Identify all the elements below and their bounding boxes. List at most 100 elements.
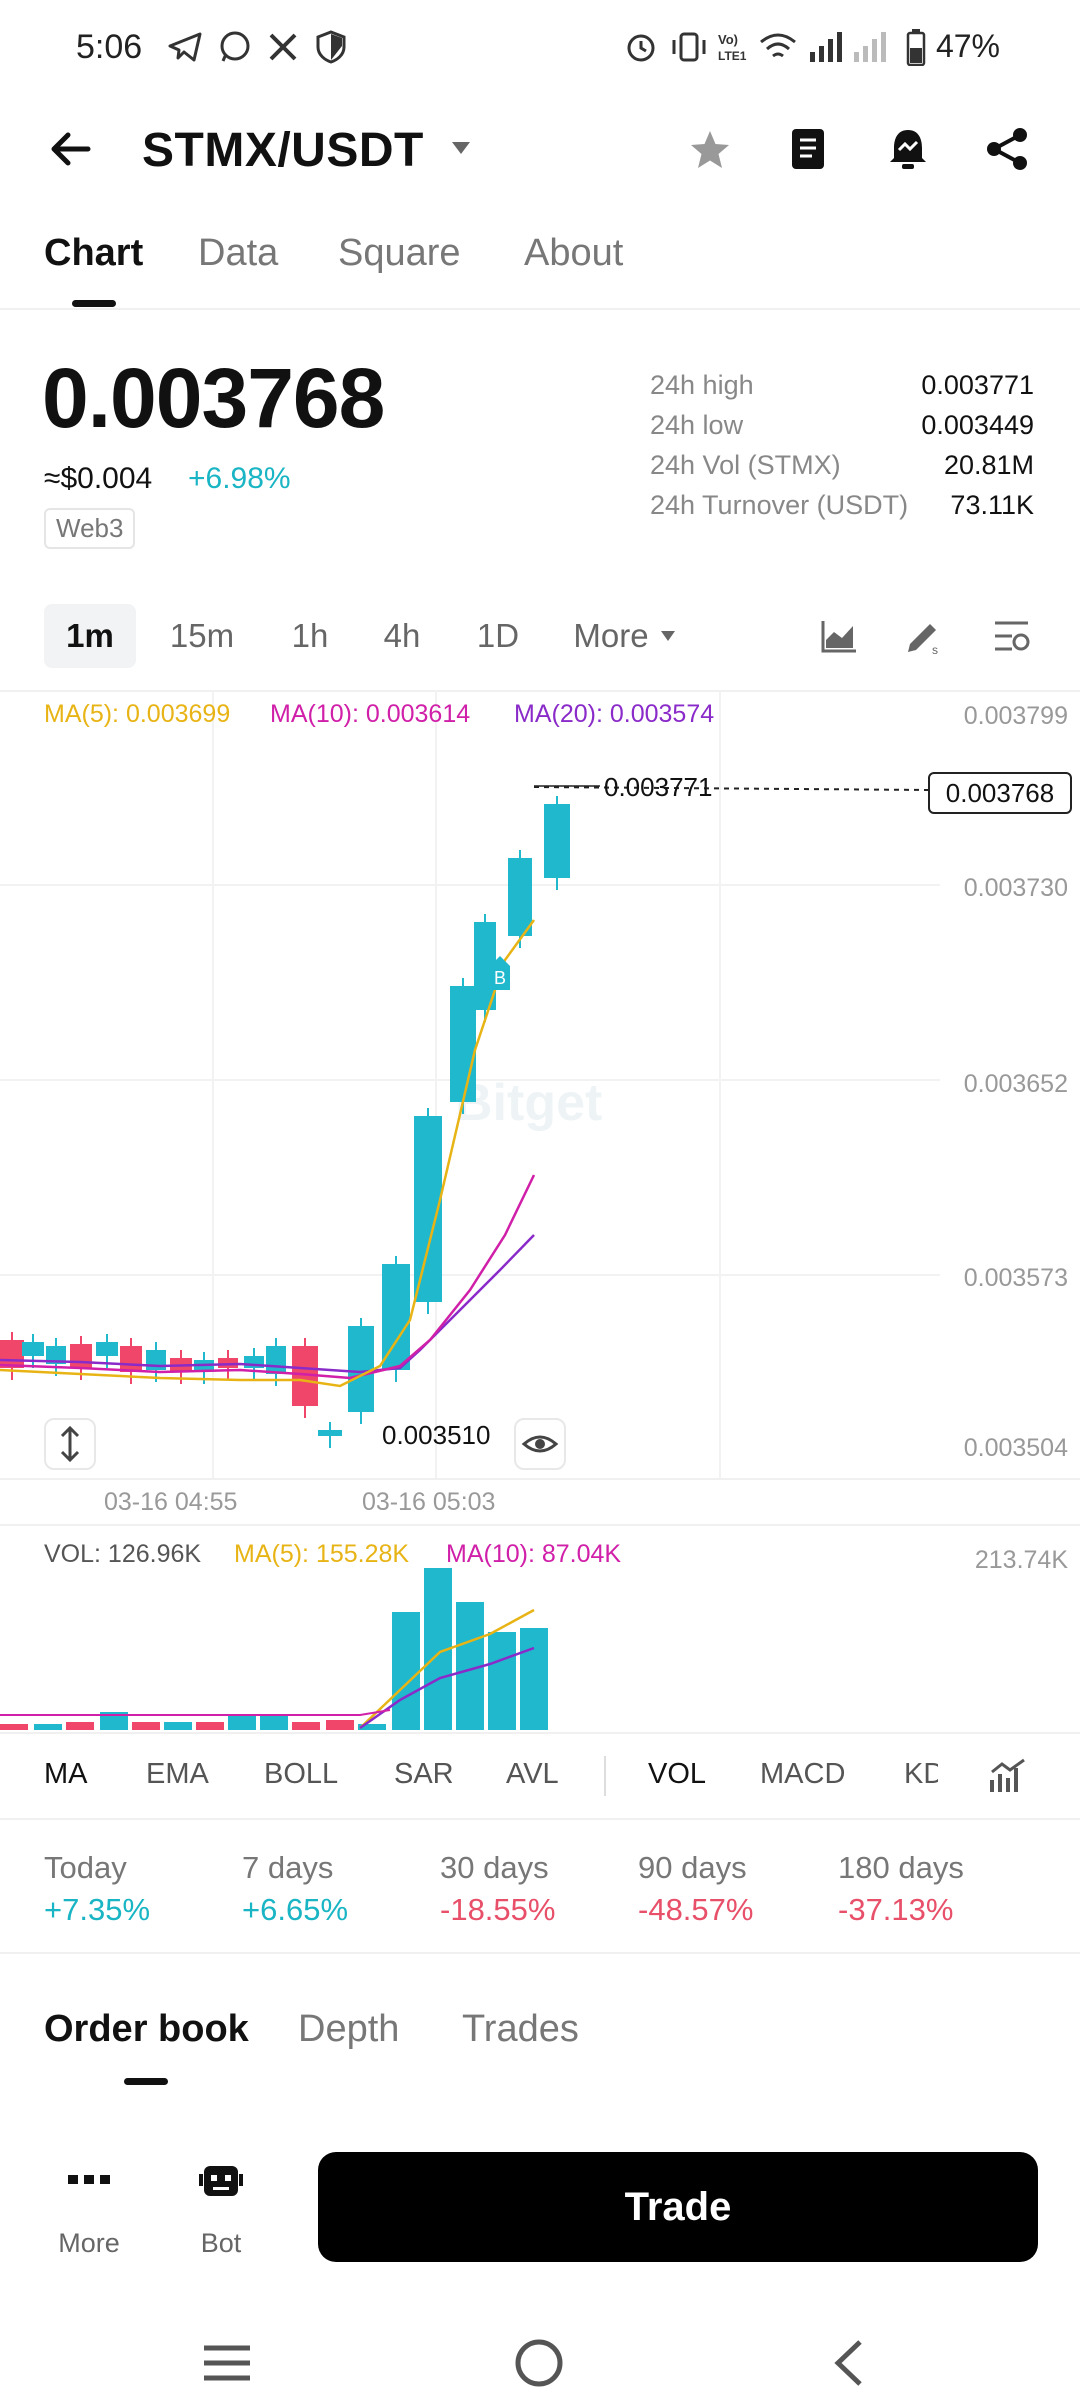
volume-chart[interactable] xyxy=(0,1560,1080,1730)
trade-button[interactable]: Trade xyxy=(318,2152,1038,2262)
indicator-vol[interactable]: VOL xyxy=(648,1758,707,1790)
back-nav-icon[interactable] xyxy=(826,2338,870,2388)
candle xyxy=(218,1358,238,1368)
back-arrow-icon[interactable] xyxy=(48,126,94,172)
tab-chart[interactable]: Chart xyxy=(44,232,144,274)
telegram-icon xyxy=(168,32,202,62)
scale-toggle-button[interactable] xyxy=(44,1418,96,1470)
perf-value-90d: -48.57% xyxy=(638,1892,754,1927)
alarm-icon xyxy=(627,34,655,62)
perf-value-today: +7.35% xyxy=(44,1892,151,1927)
low-price-label: 0.003510 xyxy=(382,1420,491,1450)
interval-more[interactable]: More xyxy=(573,617,649,654)
watermark: Bitget xyxy=(455,1074,602,1132)
indicator-settings-icon[interactable] xyxy=(988,1756,1028,1796)
indicator-ema[interactable]: EMA xyxy=(146,1758,209,1790)
indicator-kd[interactable]: KD xyxy=(904,1758,938,1790)
volume-bar xyxy=(292,1722,320,1730)
indicator-boll[interactable]: BOLL xyxy=(264,1758,339,1790)
tab-order-book[interactable]: Order book xyxy=(44,2008,249,2050)
indicator-avl[interactable]: AVL xyxy=(506,1758,559,1790)
perf-value-180d: -37.13% xyxy=(838,1892,954,1927)
pair-dropdown-icon[interactable] xyxy=(450,140,472,156)
indicator-sar[interactable]: SAR xyxy=(394,1758,454,1790)
interval-4h[interactable]: 4h xyxy=(383,617,421,654)
interval-15m[interactable]: 15m xyxy=(169,617,235,654)
interval-1m[interactable]: 1m xyxy=(44,604,136,668)
candle xyxy=(450,986,476,1102)
tab-trades[interactable]: Trades xyxy=(462,2008,579,2050)
perf-value-7d: +6.65% xyxy=(242,1892,349,1927)
date-label-2: 03-16 05:03 xyxy=(362,1488,496,1516)
chart-type-icon[interactable] xyxy=(820,618,858,654)
stat-value-low: 0.003449 xyxy=(921,410,1034,440)
vertical-arrows-icon xyxy=(60,1425,80,1463)
svg-text:Vo): Vo) xyxy=(718,32,738,47)
ma20-label: MA(20): 0.003574 xyxy=(514,700,715,728)
indicator-separator xyxy=(604,1756,606,1796)
divider xyxy=(0,1524,1080,1526)
candle xyxy=(96,1342,118,1356)
star-icon[interactable] xyxy=(688,128,732,172)
indicator-macd[interactable]: MACD xyxy=(760,1758,846,1790)
signal-icon xyxy=(810,32,842,62)
shield-icon xyxy=(316,30,346,64)
alert-bell-icon[interactable] xyxy=(886,126,930,172)
bot-label: Bot xyxy=(200,2228,242,2258)
more-button[interactable]: More xyxy=(44,2160,134,2270)
interval-1d[interactable]: 1D xyxy=(476,617,520,654)
chart-settings-icon[interactable] xyxy=(992,618,1032,654)
share-icon[interactable] xyxy=(984,126,1030,172)
candle xyxy=(382,1264,410,1370)
tab-square[interactable]: Square xyxy=(338,232,461,274)
divider xyxy=(0,1478,1080,1480)
volume-bar xyxy=(66,1722,94,1730)
tab-about[interactable]: About xyxy=(524,232,624,274)
volume-bar xyxy=(0,1724,28,1730)
header: STMX/USDT xyxy=(0,96,1080,204)
recent-apps-icon[interactable] xyxy=(200,2342,254,2384)
home-icon[interactable] xyxy=(512,2336,566,2390)
stat-label-vol: 24h Vol (STMX) xyxy=(650,450,841,480)
notebook-icon[interactable] xyxy=(788,126,828,172)
tab-depth[interactable]: Depth xyxy=(298,2008,400,2050)
volume-bar xyxy=(358,1724,386,1730)
indicator-ma[interactable]: MA xyxy=(44,1758,88,1790)
volume-bar xyxy=(34,1724,62,1730)
buy-marker: B xyxy=(494,968,506,988)
volume-bar xyxy=(326,1720,354,1730)
whatsapp-icon xyxy=(220,31,250,62)
vol-ma10-label: MA(10): 87.04K xyxy=(446,1540,622,1568)
svg-text:s: s xyxy=(932,643,938,656)
bot-button[interactable]: Bot xyxy=(176,2160,266,2270)
eye-icon xyxy=(521,1435,559,1453)
interval-1h[interactable]: 1h xyxy=(291,617,329,654)
ma5-label: MA(5): 0.003699 xyxy=(44,700,231,728)
status-bar: 5:06 Vo) LTE1 47% xyxy=(0,0,1080,96)
divider xyxy=(0,308,1080,310)
stat-value-high: 0.003771 xyxy=(921,370,1034,400)
candle xyxy=(22,1342,44,1356)
more-dropdown-icon[interactable] xyxy=(660,630,676,642)
system-nav-bar xyxy=(0,2310,1080,2400)
date-label-1: 03-16 04:55 xyxy=(104,1488,238,1516)
tab-data[interactable]: Data xyxy=(198,232,279,274)
candle xyxy=(544,804,570,878)
candlestick-chart[interactable]: Bitget B xyxy=(0,690,1080,1480)
vol-ma10-line xyxy=(359,1646,535,1730)
y-tick-1: 0.003799 xyxy=(963,702,1068,730)
pair-title[interactable]: STMX/USDT xyxy=(142,124,424,177)
stat-label-high: 24h high xyxy=(650,370,754,400)
candle xyxy=(348,1326,374,1412)
volume-bars xyxy=(0,1568,548,1730)
volume-bar xyxy=(488,1632,516,1730)
draw-tool-icon[interactable]: s xyxy=(904,616,944,656)
candle xyxy=(266,1346,286,1374)
visibility-button[interactable] xyxy=(514,1418,566,1470)
volume-bar xyxy=(164,1722,192,1730)
perf-label-7d: 7 days xyxy=(242,1850,334,1885)
order-tab-indicator xyxy=(124,2078,168,2085)
battery-percent: 47% xyxy=(935,28,1000,64)
vibrate-icon xyxy=(672,32,706,62)
stat-label-low: 24h low xyxy=(650,410,744,440)
